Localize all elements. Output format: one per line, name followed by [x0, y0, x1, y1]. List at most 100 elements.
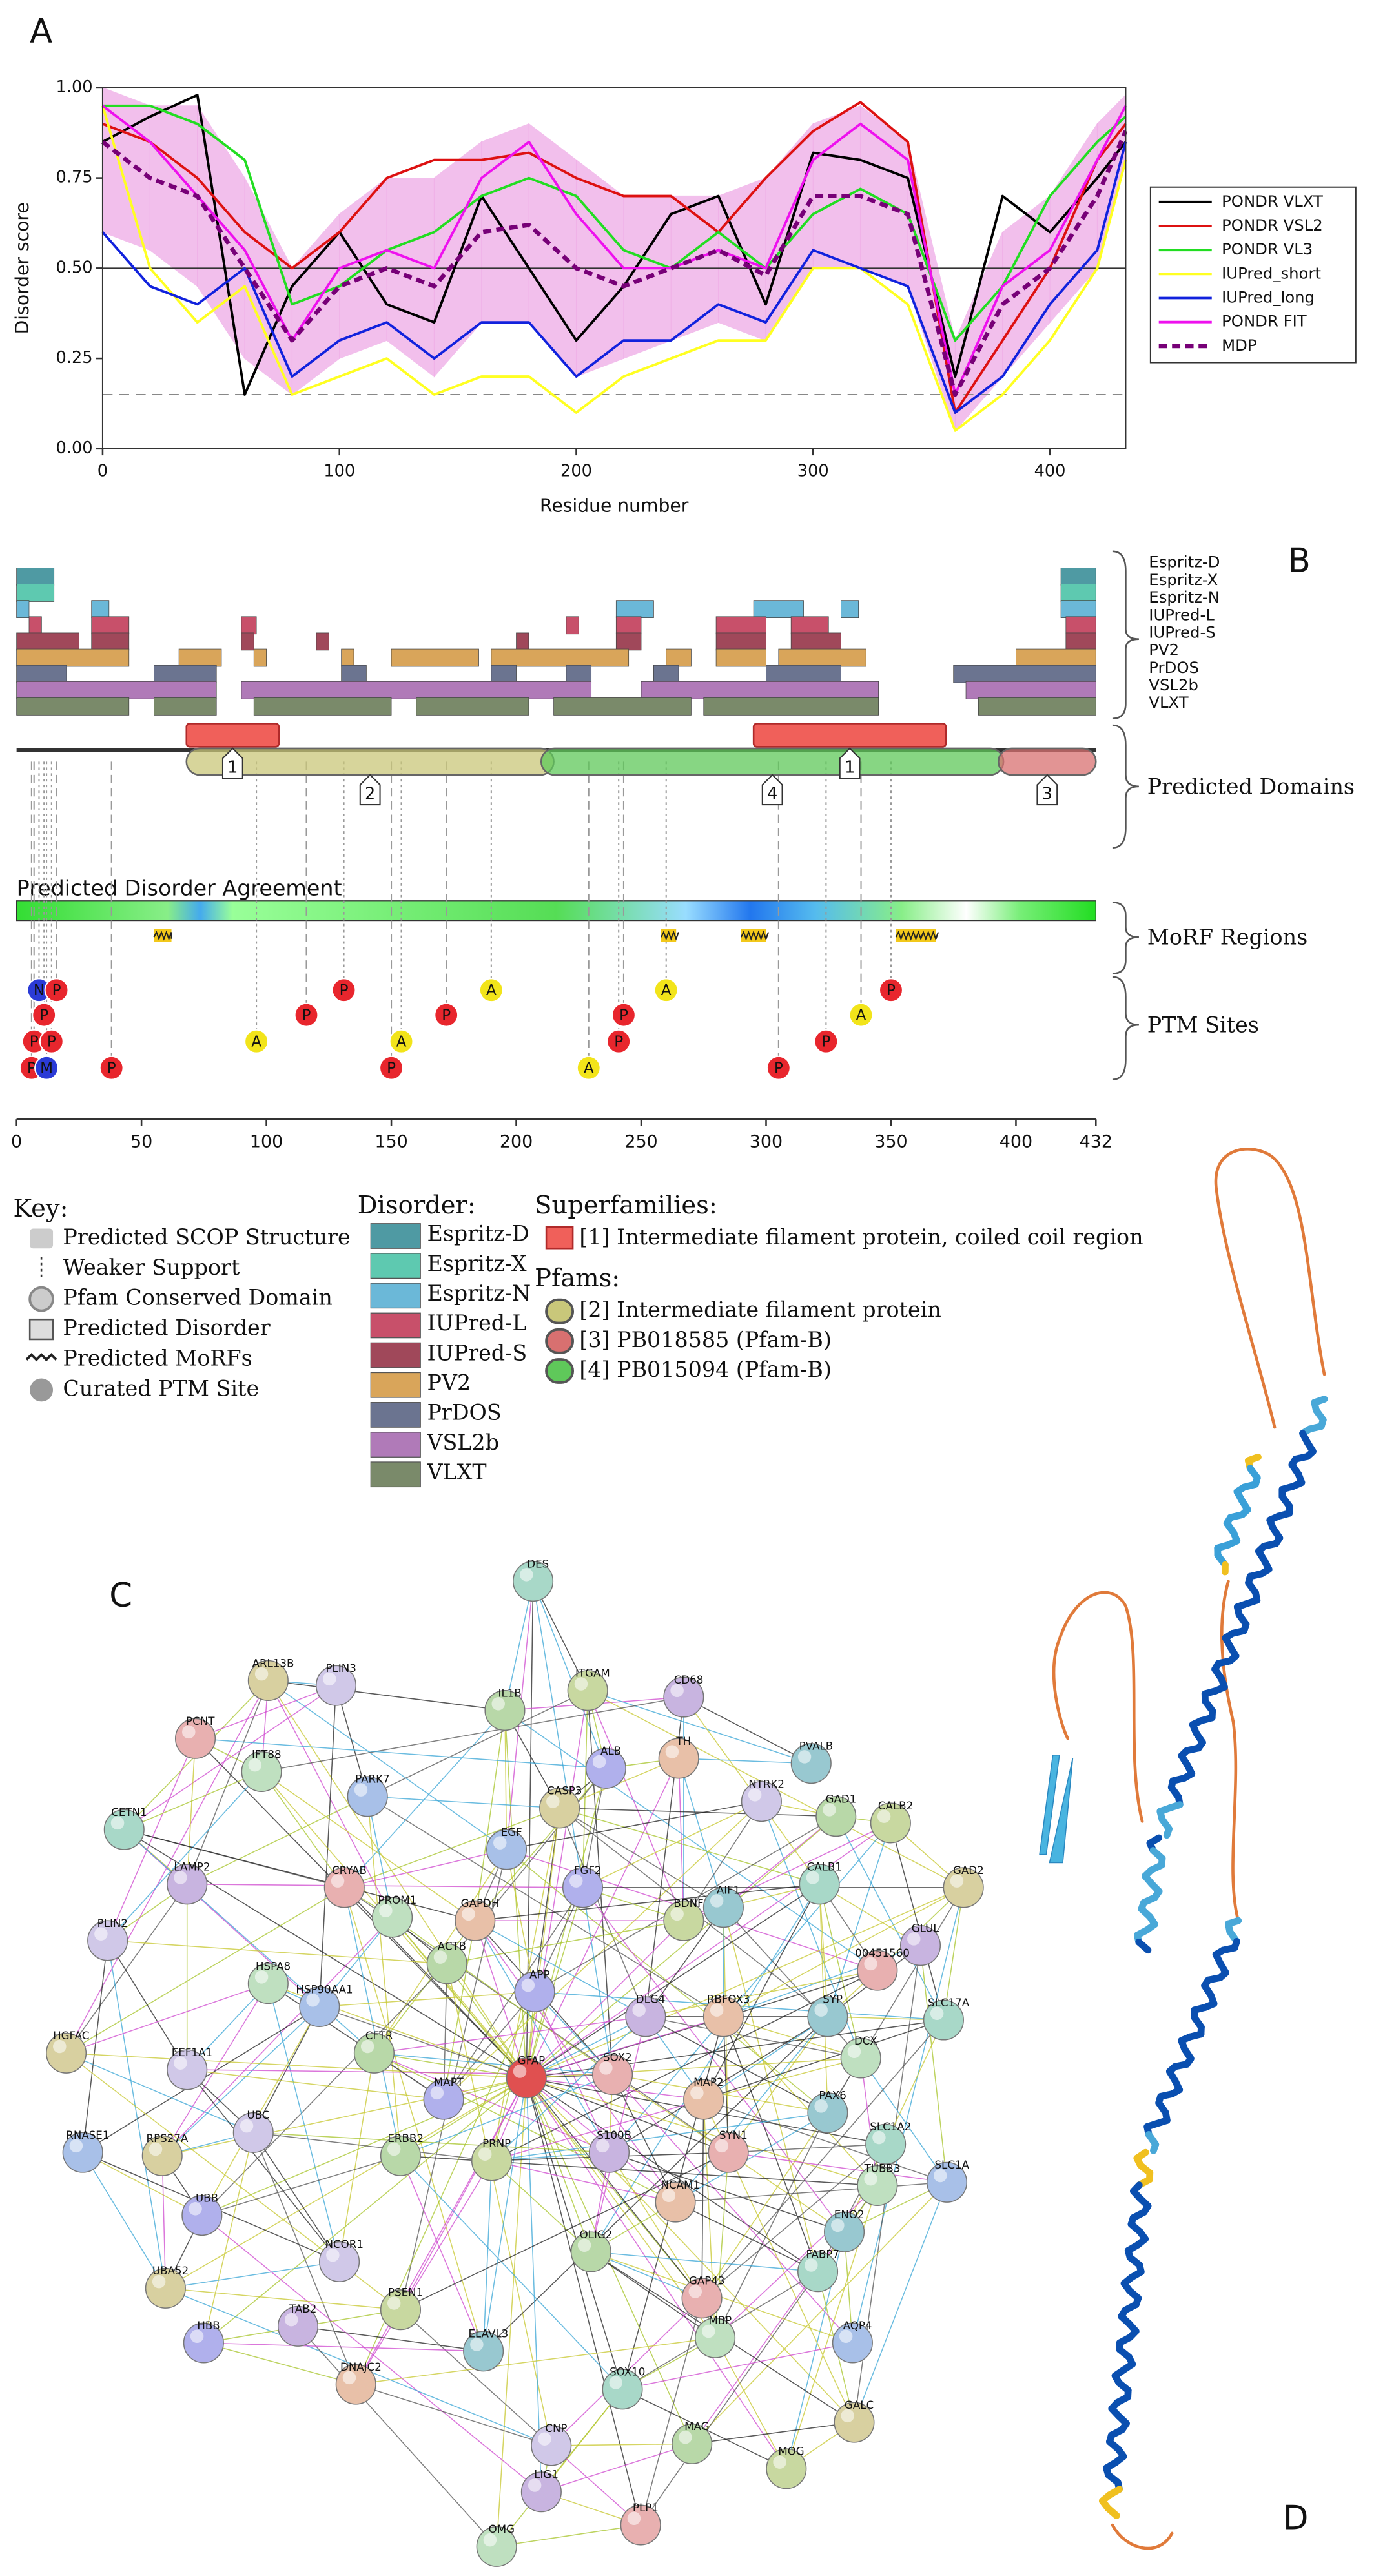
disorder-segment [978, 697, 1096, 716]
ptm-site [34, 1055, 59, 1080]
network-edge [107, 1940, 188, 2070]
network-edge [582, 1887, 845, 2232]
network-edge [400, 2309, 552, 2446]
track-label: VLXT [1149, 693, 1188, 712]
disorder-band [149, 105, 198, 287]
node-highlight [430, 2086, 444, 2100]
superfamily-swatch [545, 1226, 574, 1250]
disorder-segment [1016, 648, 1096, 667]
node-highlight [284, 2313, 298, 2327]
network-edge [526, 2016, 724, 2079]
legend-label: IUPred_long [1222, 288, 1315, 307]
node-highlight [715, 2139, 729, 2153]
x-tick-label: 0 [11, 1132, 22, 1152]
x-tick-label: 100 [323, 462, 355, 481]
track-label: Espritz-D [1149, 553, 1220, 572]
node-highlight [950, 1874, 964, 1888]
network-node-label: CASP3 [547, 1785, 582, 1797]
ptm-label: A [396, 1034, 407, 1051]
network-edge [504, 1709, 878, 1971]
node-highlight [797, 1750, 812, 1764]
network-edge [526, 1758, 679, 2079]
node-highlight [595, 2139, 610, 2153]
network-edge [123, 1771, 262, 1830]
network-edge [728, 2143, 886, 2153]
disorder-segment [91, 616, 130, 635]
network-edge [66, 2052, 254, 2134]
network-edge [443, 1801, 762, 2100]
disorder-segment [154, 665, 217, 683]
network-edge [374, 2016, 646, 2054]
disorder-segment [1065, 632, 1096, 651]
section-label: MoRF Regions [1147, 925, 1307, 950]
key-icon [30, 1378, 54, 1402]
morf-zigzag [895, 930, 939, 941]
ptm-label: P [774, 1060, 783, 1077]
network-edge [201, 2155, 401, 2216]
ptm-site [878, 978, 903, 1003]
disorder-segment [16, 632, 79, 651]
network-edge [587, 1690, 684, 1921]
network-edge [253, 2132, 610, 2153]
series-line [101, 105, 1127, 396]
disorder-legend-swatch [370, 1432, 421, 1458]
disorder-legend-label: PV2 [427, 1370, 471, 1395]
morf-region [661, 929, 677, 942]
network-edge [683, 1801, 763, 1921]
network-node-label: DCX [854, 2035, 877, 2047]
ptm-label: P [39, 1007, 48, 1024]
network-node-label: HBB [197, 2320, 220, 2332]
disorder-segment [566, 665, 592, 683]
x-tick-label: 432 [1080, 1132, 1113, 1152]
ptm-label: P [442, 1007, 451, 1024]
network-node-label: SOX10 [610, 2366, 645, 2378]
domain-flag-label: 4 [767, 785, 777, 804]
network-edge [107, 1738, 196, 1941]
network-edge [526, 2077, 641, 2526]
node-highlight [190, 2329, 204, 2343]
pfam-title: Pfams: [535, 1264, 620, 1293]
node-highlight [814, 2099, 828, 2113]
node-highlight [94, 1927, 108, 1941]
key-label: Predicted SCOP Structure [63, 1224, 350, 1250]
network-edge [582, 1887, 613, 2075]
disorder-legend-label: PrDOS [427, 1400, 501, 1425]
node-highlight [574, 1677, 588, 1691]
network-node-label: RPS27A [147, 2132, 189, 2145]
network-edge [640, 2271, 819, 2526]
network-node-label: DLG4 [636, 1994, 666, 2006]
disorder-segment [778, 648, 866, 667]
ptm-label: P [614, 1034, 623, 1051]
structure-strand [1039, 1755, 1074, 1864]
node-highlight [379, 1904, 393, 1918]
x-tick-label: 50 [130, 1132, 152, 1152]
superfamily-title: Superfamilies: [535, 1191, 717, 1220]
disorder-segment [16, 600, 30, 618]
ptm-label: P [619, 1007, 628, 1024]
node-highlight [306, 1994, 320, 2007]
ptm-label: P [340, 982, 349, 999]
network-edge [723, 2016, 878, 2186]
network-edge [124, 1829, 476, 1921]
network-node-label: PAX6 [819, 2089, 846, 2101]
network-node-label: GAP43 [689, 2275, 725, 2287]
node-highlight [493, 1836, 507, 1850]
disorder-legend-swatch [370, 1372, 421, 1398]
network-edge [66, 2052, 527, 2079]
network-node-label: CFTR [365, 2030, 393, 2042]
disorder-segment [241, 632, 254, 651]
node-highlight [470, 2338, 484, 2351]
network-edge [319, 1685, 337, 2007]
track-label: VSL2b [1149, 675, 1198, 694]
ptm-site [389, 1029, 414, 1054]
network-edge [82, 2152, 167, 2289]
ptm-label: P [30, 1034, 39, 1051]
disorder-legend-swatch [370, 1253, 421, 1279]
network-node-label: SLC1A2 [870, 2121, 911, 2133]
node-highlight [609, 2376, 623, 2389]
network-edge [819, 1884, 861, 2059]
disorder-band [859, 105, 908, 287]
network-node-label: MAPT [434, 2076, 464, 2088]
network-edge [392, 1917, 613, 2076]
disorder-segment [703, 697, 879, 716]
